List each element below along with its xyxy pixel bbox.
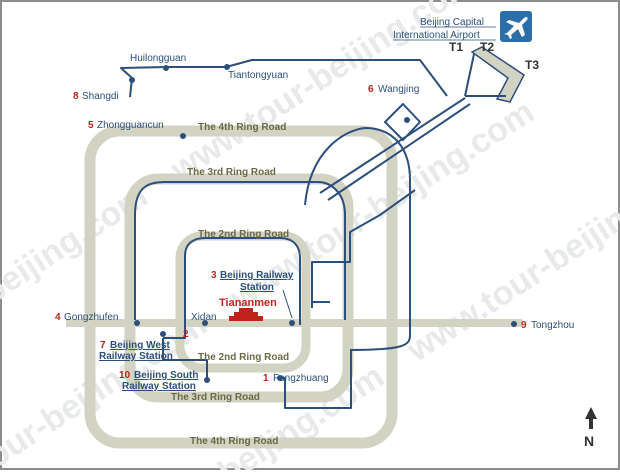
ring-road-4 bbox=[84, 125, 398, 449]
line-2-west bbox=[163, 256, 186, 339]
railway-station-pointer bbox=[282, 289, 293, 319]
station-fangzhuang: Fangzhuang bbox=[273, 373, 329, 384]
north-label: N bbox=[584, 433, 594, 449]
terminal-t3: T3 bbox=[525, 58, 539, 72]
station-gongzhufen-num: 4 bbox=[55, 312, 61, 323]
ring-label-4th-bottom: The 4th Ring Road bbox=[190, 436, 278, 447]
airport-express-line bbox=[464, 53, 475, 97]
station-tiantongyuan: Tiantongyuan bbox=[228, 70, 288, 81]
metro-routes bbox=[120, 59, 471, 409]
station-zhongguancun: Zhongguancun bbox=[97, 120, 164, 131]
tiananmen-icon bbox=[229, 308, 263, 321]
station-tongzhou-num: 9 bbox=[521, 320, 527, 331]
station-beijing-railway-num: 3 bbox=[211, 270, 217, 281]
station-beijing-west-num: 7 bbox=[100, 340, 106, 351]
station-xidan-num: 2 bbox=[183, 329, 189, 340]
line-10 bbox=[304, 127, 411, 351]
airport-line-d bbox=[311, 301, 330, 308]
station-beijing-west-line2: Railway Station bbox=[99, 351, 173, 362]
airport-terminals bbox=[464, 46, 525, 103]
station-dots bbox=[129, 64, 517, 383]
line-5 bbox=[280, 350, 352, 409]
ring-label-4th-top: The 4th Ring Road bbox=[198, 122, 286, 133]
station-tongzhou: Tongzhou bbox=[531, 320, 574, 331]
north-arrow-icon bbox=[585, 407, 597, 429]
station-shangdi-num: 8 bbox=[73, 91, 79, 102]
wangjing-loop bbox=[384, 103, 421, 141]
station-zhongguancun-num: 5 bbox=[88, 120, 94, 131]
airport-name-line1: Beijing Capital bbox=[420, 17, 484, 28]
terminal-t1: T1 bbox=[449, 40, 463, 54]
airport-name-line2: International Airport bbox=[393, 30, 480, 41]
airport-line-c bbox=[311, 189, 416, 308]
station-huilongguan: Huilongguan bbox=[130, 53, 186, 64]
station-wangjing: Wangjing bbox=[378, 84, 419, 95]
ring-label-2nd-bottom: The 2nd Ring Road bbox=[198, 352, 289, 363]
station-shangdi: Shangdi bbox=[82, 91, 119, 102]
ring-road-2 bbox=[175, 231, 311, 373]
station-beijing-south-num: 10 bbox=[119, 370, 131, 381]
station-tiananmen: Tiananmen bbox=[219, 297, 277, 309]
airplane-icon bbox=[500, 11, 532, 42]
ring-label-3rd-bottom: The 3rd Ring Road bbox=[171, 392, 260, 403]
station-xidan: Xidan bbox=[191, 312, 217, 323]
station-wangjing-num: 6 bbox=[368, 84, 374, 95]
terminal-t2: T2 bbox=[480, 40, 494, 54]
station-beijing-railway-line2: Station bbox=[240, 282, 274, 293]
station-fangzhuang-num: 1 bbox=[263, 373, 269, 384]
airport-line-a bbox=[319, 97, 466, 194]
line-4-south bbox=[162, 338, 208, 380]
station-beijing-west-line1: Beijing West bbox=[110, 340, 170, 351]
station-beijing-railway-line1: Beijing Railway bbox=[220, 270, 294, 281]
ring-label-3rd-top: The 3rd Ring Road bbox=[187, 167, 276, 178]
line-2 bbox=[184, 237, 301, 325]
airport-line-b bbox=[327, 103, 471, 201]
line-10-loop bbox=[134, 181, 346, 320]
station-beijing-south-line2: Railway Station bbox=[122, 381, 196, 392]
ring-label-2nd-top: The 2nd Ring Road bbox=[198, 229, 289, 240]
ring-road-3 bbox=[124, 173, 354, 403]
station-gongzhufen: Gongzhufen bbox=[64, 312, 119, 323]
terminal-building bbox=[470, 46, 525, 103]
station-beijing-south-line1: Beijing South bbox=[134, 370, 198, 381]
